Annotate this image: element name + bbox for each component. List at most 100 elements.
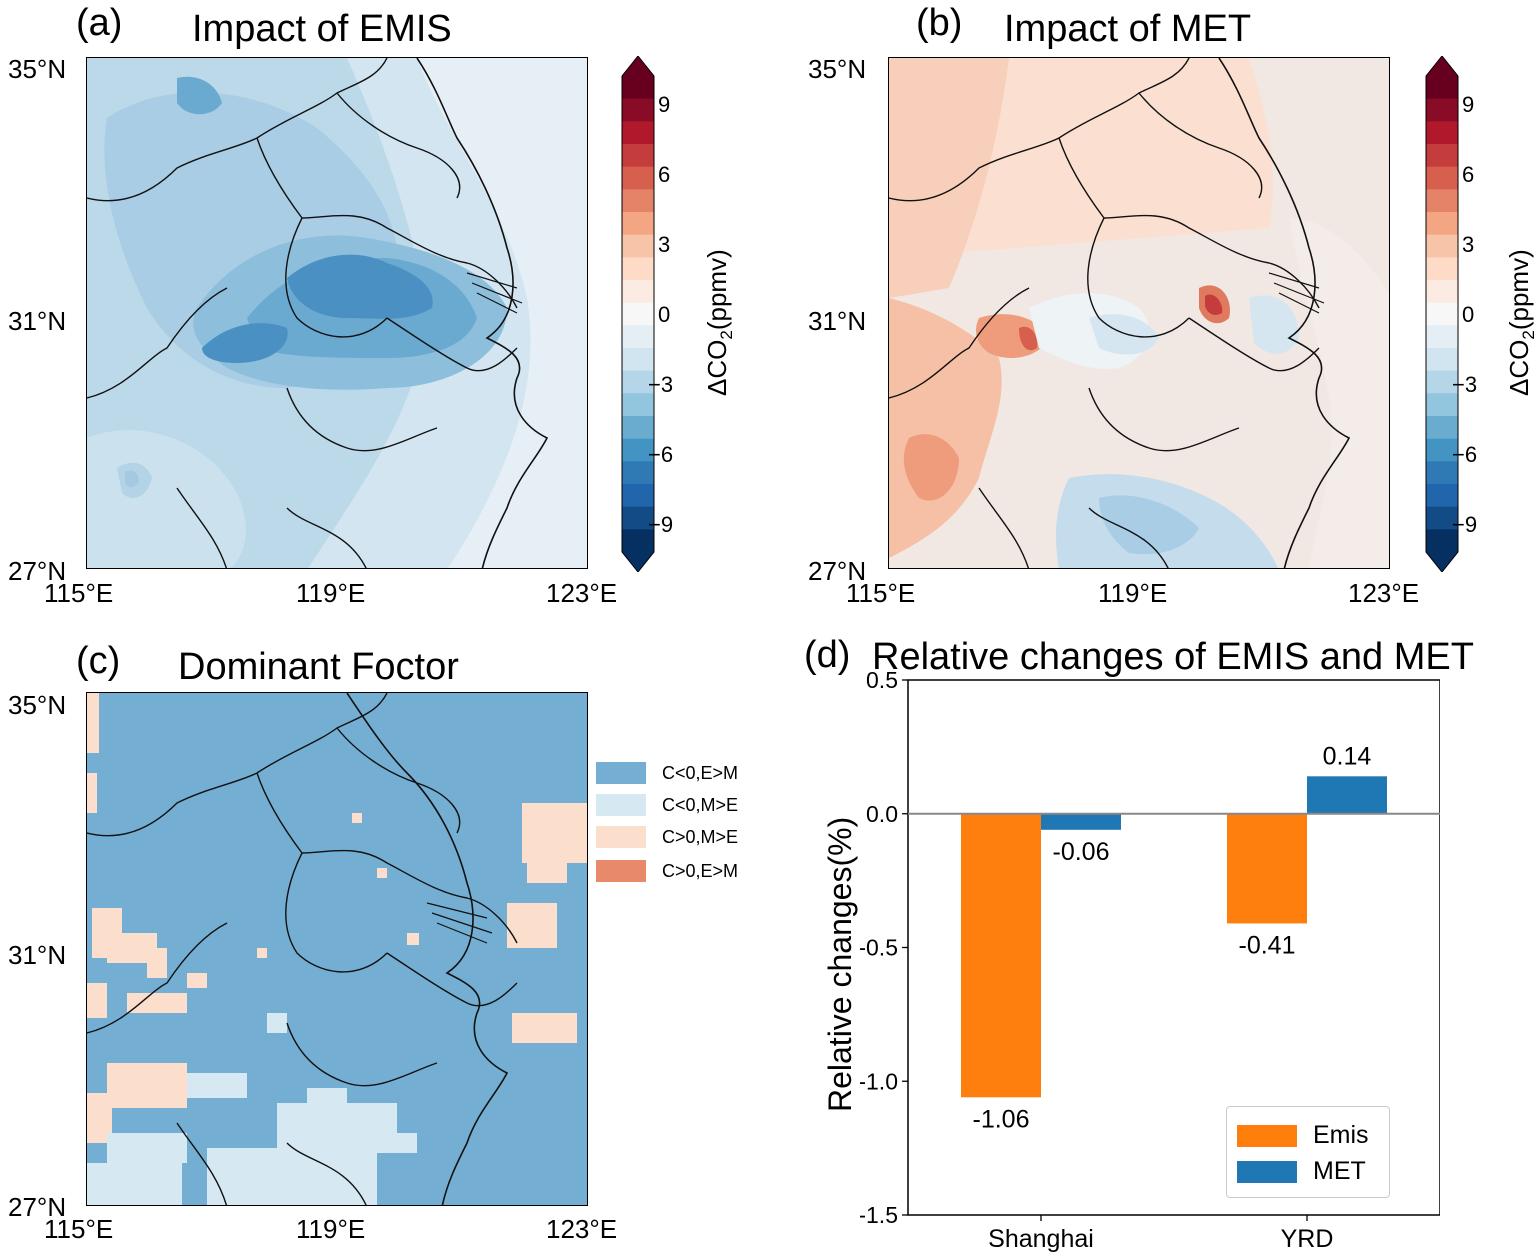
colorbar-segment: [622, 189, 654, 213]
colorbar-segment: [1426, 144, 1458, 168]
panel-a-lat-tick: 27°N: [8, 556, 67, 586]
colorbar-segment: [622, 484, 654, 508]
colorbar-segment: [1426, 416, 1458, 440]
colorbar-segment: [622, 121, 654, 145]
panel-b-colorbar-tick: 3: [1462, 232, 1475, 257]
colorbar-segment: [622, 416, 654, 440]
panel-b-colorbar-label: ΔCO2(ppmv): [1504, 249, 1538, 396]
bar-value-label: -0.06: [1053, 838, 1110, 866]
bar-met-shanghai: [1041, 813, 1121, 830]
y-tick-label: -0.5: [860, 935, 898, 961]
colorbar-segment: [1426, 461, 1458, 485]
colorbar-segment: [1426, 484, 1458, 508]
panel-a-colorbar-tick: −3: [648, 372, 674, 397]
colorbar-segment: [1426, 280, 1458, 304]
panel-a-lon-tick: 115°E: [44, 578, 114, 608]
dominant-legend-item: C>0,M>E: [596, 826, 776, 850]
colorbar-segment: [622, 234, 654, 258]
colorbar-segment: [1426, 393, 1458, 417]
y-tick-label: -1.5: [860, 1202, 898, 1228]
colorbar-segment: [1426, 302, 1458, 326]
colorbar-segment: [1426, 121, 1458, 145]
bar-emis-yrd: [1227, 813, 1307, 924]
x-tick-label: YRD: [1281, 1225, 1334, 1253]
panel-c-lat-tick: 31°N: [8, 940, 67, 970]
colorbar-segment: [1426, 257, 1458, 281]
colorbar-segment: [622, 348, 654, 372]
panel-b-lat-tick: 31°N: [808, 306, 867, 336]
bar-emis-shanghai: [961, 813, 1041, 1098]
legend-label-emis: Emis: [1313, 1121, 1369, 1149]
panel-d-title: Relative changes of EMIS and MET: [872, 636, 1474, 678]
colorbar-segment: [622, 438, 654, 462]
colorbar-segment: [622, 98, 654, 122]
panel-c-lon-tick: 119°E: [296, 1214, 366, 1244]
y-tick-label: -1.0: [860, 1068, 898, 1094]
panel-c-lon-tick: 115°E: [44, 1214, 114, 1244]
colorbar-segment: [622, 166, 654, 190]
panel-b-colorbar: [1425, 56, 1459, 572]
legend-swatch-emis: [1237, 1125, 1297, 1147]
panel-a-lat-tick: 31°N: [8, 306, 67, 336]
y-tick-label: 0.0: [866, 801, 898, 827]
panel-b-label: (b): [916, 2, 963, 44]
colorbar-segment: [622, 370, 654, 394]
panel-d-bar-chart: 0.5 0.0 -0.5 -1.0 -1.5 Shanghai -1.06 -0.06 YRD -…: [860, 667, 1440, 1253]
dominant-legend-item: C>0,E>M: [596, 860, 776, 884]
bar-value-label: -0.41: [1239, 931, 1296, 959]
legend-label-met: MET: [1313, 1157, 1366, 1185]
colorbar-outline: [621, 56, 655, 572]
colorbar-segment: [1426, 189, 1458, 213]
colorbar-segment: [1426, 529, 1458, 553]
y-tick-label: 0.5: [866, 667, 898, 693]
dominant-legend-item: C<0,E>M: [596, 762, 776, 786]
panel-a-title: Impact of EMIS: [192, 8, 452, 50]
legend-swatch: [596, 860, 646, 882]
panel-c-label: (c): [76, 640, 121, 682]
colorbar-segment: [622, 461, 654, 485]
legend-label: C>0,E>M: [662, 861, 739, 881]
panel-b-lon-tick: 115°E: [846, 578, 916, 608]
legend-label: C>0,M>E: [662, 827, 739, 847]
colorbar-segment: [1426, 506, 1458, 530]
colorbar-extend-max: [622, 56, 654, 76]
panel-b-colorbar-tick: −6: [1452, 442, 1478, 467]
colorbar-extend-min: [1426, 552, 1458, 572]
panel-c-lat-tick: 27°N: [8, 1192, 67, 1222]
legend-swatch: [596, 794, 646, 816]
panel-a-lon-tick: 119°E: [296, 578, 366, 608]
colorbar-segment: [1426, 325, 1458, 349]
panel-a-colorbar-tick: 3: [658, 232, 671, 257]
legend-label: C<0,E>M: [662, 763, 739, 783]
colorbar-segment: [622, 76, 654, 100]
colorbar-segment: [1426, 98, 1458, 122]
bar-value-label: -1.06: [973, 1105, 1030, 1133]
colorbar-segment: [1426, 212, 1458, 236]
panel-a-colorbar-tick: 6: [658, 162, 671, 187]
panel-a-colorbar: [621, 56, 655, 572]
panel-d-ylabel: Relative changes(%): [822, 816, 858, 1112]
colorbar-segment: [622, 529, 654, 553]
panel-b-lat-tick: 27°N: [808, 556, 867, 586]
panel-b-colorbar-tick: −9: [1452, 512, 1478, 537]
panel-d-label: (d): [804, 634, 851, 676]
colorbar-segment: [1426, 370, 1458, 394]
panel-b-lat-tick: 35°N: [808, 54, 867, 84]
colorbar-segment: [1426, 76, 1458, 100]
legend-label: C<0,M>E: [662, 795, 739, 815]
panel-b-lon-tick: 123°E: [1348, 578, 1420, 608]
colorbar-segment: [622, 144, 654, 168]
colorbar-extend-min: [622, 552, 654, 572]
panel-b-colorbar-tick: −3: [1452, 372, 1478, 397]
panel-b-colorbar-tick: 0: [1462, 302, 1475, 327]
colorbar-segment: [1426, 166, 1458, 190]
panel-a-colorbar-tick: 0: [658, 302, 671, 327]
legend-swatch-met: [1237, 1161, 1297, 1183]
colorbar-segment: [622, 393, 654, 417]
x-tick-label: Shanghai: [988, 1225, 1094, 1253]
colorbar-extend-max: [1426, 56, 1458, 76]
colorbar-segment: [622, 325, 654, 349]
panel-b-lon-tick: 119°E: [1098, 578, 1168, 608]
dominant-legend-item: C<0,M>E: [596, 794, 776, 818]
colorbar-segment: [622, 506, 654, 530]
